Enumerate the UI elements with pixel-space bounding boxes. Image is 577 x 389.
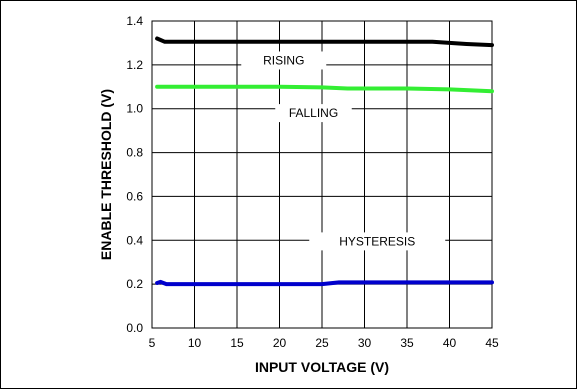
y-tick-label: 0.0 <box>126 321 143 335</box>
annotation-backdrop <box>275 104 352 123</box>
y-axis-title: ENABLE THRESHOLD (V) <box>98 89 114 260</box>
x-tick-label: 30 <box>358 336 372 350</box>
annotations: RISING FALLING HYSTERESIS <box>241 51 446 251</box>
x-tick-label: 35 <box>400 336 414 350</box>
tick-labels: 5 10 15 20 25 30 35 40 45 0.0 0.2 0.4 0.6 0.8 1.0 1.2 1.… <box>126 14 499 350</box>
series-label-hysteresis: HYSTERESIS <box>339 234 415 248</box>
y-tick-label: 0.4 <box>126 233 143 247</box>
x-tick-label: 45 <box>485 336 499 350</box>
x-tick-label: 15 <box>230 336 244 350</box>
x-tick-label: 25 <box>315 336 329 350</box>
x-tick-label: 20 <box>273 336 287 350</box>
y-tick-label: 1.4 <box>126 14 143 28</box>
x-tick-label: 40 <box>443 336 457 350</box>
series-label-rising: RISING <box>263 53 304 67</box>
y-tick-label: 0.2 <box>126 277 143 291</box>
y-tick-label: 1.2 <box>126 58 143 72</box>
series-line-hysteresis <box>155 279 494 287</box>
series-line-falling <box>155 84 494 94</box>
x-tick-label: 5 <box>149 336 156 350</box>
series-lines <box>155 36 494 287</box>
y-tick-label: 1.0 <box>126 102 143 116</box>
x-tick-label: 10 <box>188 336 202 350</box>
y-tick-label: 0.8 <box>126 146 143 160</box>
x-axis-title: INPUT VOLTAGE (V) <box>255 359 389 375</box>
series-line-rising <box>155 36 494 48</box>
annotation-backdrop <box>241 51 327 70</box>
series-label-falling: FALLING <box>289 106 338 120</box>
annotation-backdrop <box>309 232 446 251</box>
y-tick-label: 0.6 <box>126 189 143 203</box>
